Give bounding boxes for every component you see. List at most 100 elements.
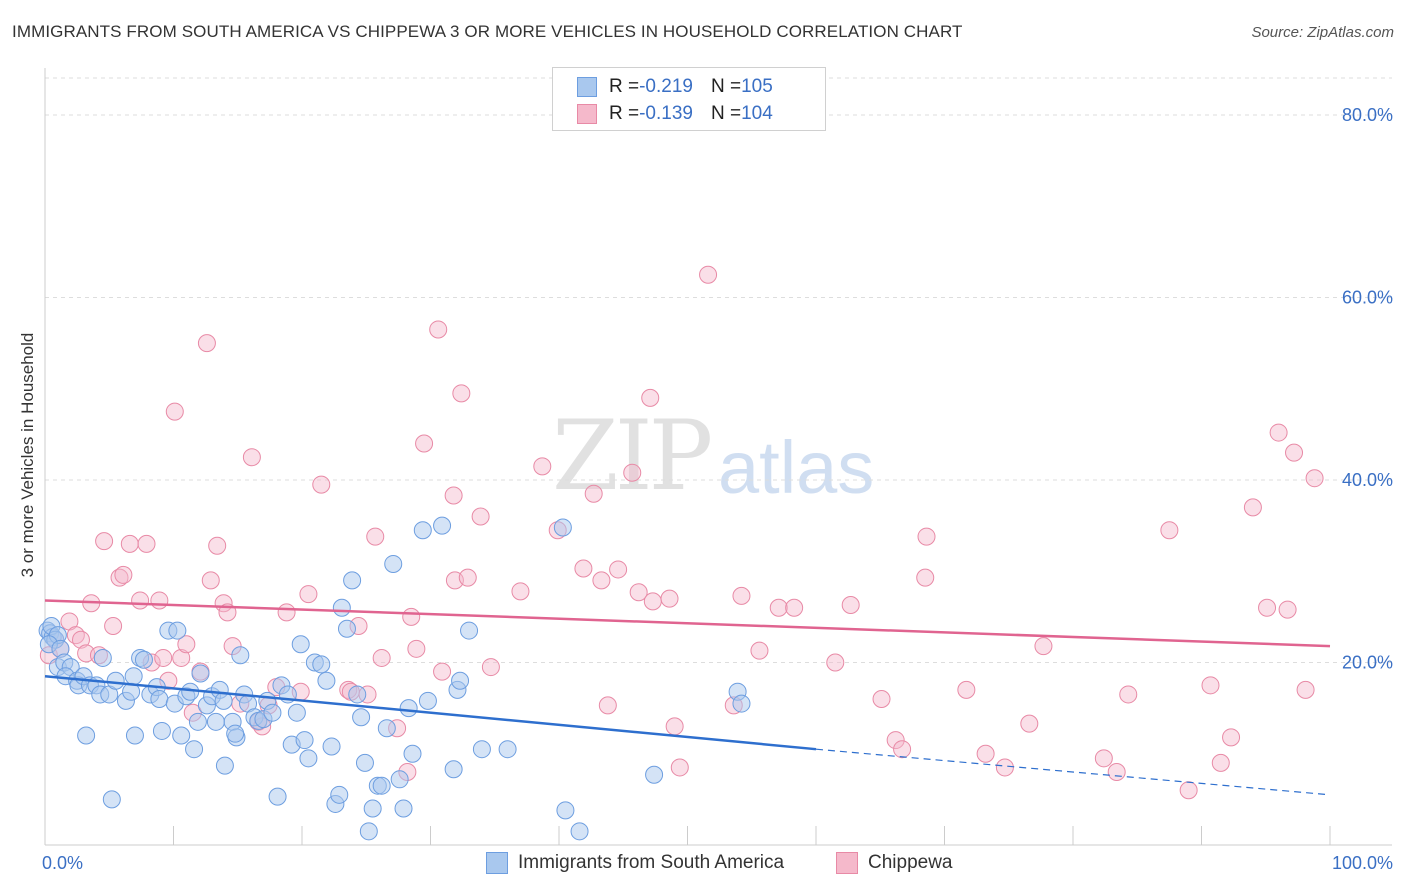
- data-point-chippewa: [1243, 498, 1262, 517]
- data-point-immigrants: [556, 801, 575, 820]
- data-point-immigrants: [332, 598, 351, 617]
- legend-row-immigrants: R = -0.219 N = 105: [577, 76, 773, 98]
- data-point-immigrants: [498, 740, 517, 759]
- data-point-chippewa: [458, 568, 477, 587]
- data-point-immigrants: [124, 667, 143, 686]
- data-point-chippewa: [95, 532, 114, 551]
- legend-r-value: -0.139: [639, 103, 693, 124]
- data-point-immigrants: [355, 753, 374, 772]
- data-point-chippewa: [769, 598, 788, 617]
- data-point-immigrants: [363, 799, 382, 818]
- data-point-chippewa: [629, 583, 648, 602]
- data-point-immigrants: [295, 731, 314, 750]
- data-point-immigrants: [348, 685, 367, 704]
- legend-n-label: N =: [710, 103, 742, 124]
- data-point-chippewa: [660, 589, 679, 608]
- data-point-immigrants: [343, 571, 362, 590]
- y-tick-label: 60.0%: [1342, 288, 1393, 308]
- data-point-immigrants: [732, 694, 751, 713]
- data-point-immigrants: [413, 521, 432, 540]
- data-point-immigrants: [299, 749, 318, 768]
- data-point-chippewa: [623, 463, 642, 482]
- data-point-immigrants: [645, 765, 664, 784]
- watermark-zip: ZIP: [552, 400, 713, 512]
- data-point-immigrants: [377, 719, 396, 738]
- data-point-chippewa: [1201, 676, 1220, 695]
- data-point-immigrants: [403, 744, 422, 763]
- data-point-immigrants: [372, 776, 391, 795]
- data-point-chippewa: [312, 475, 331, 494]
- data-point-immigrants: [472, 740, 491, 759]
- series-immigrants-points: [38, 516, 751, 841]
- legend-swatch-pink: [577, 104, 597, 124]
- data-point-immigrants: [570, 822, 589, 841]
- trend-line-immigrants-extrapolated: [815, 748, 1331, 796]
- data-point-chippewa: [643, 592, 662, 611]
- data-point-immigrants: [206, 712, 225, 731]
- bottom-legend-label: Chippewa: [868, 852, 953, 873]
- data-point-chippewa: [114, 565, 133, 584]
- y-axis-label: 3 or more Vehicles in Household: [18, 332, 37, 578]
- data-point-chippewa: [1160, 521, 1179, 540]
- legend-r-label: R =: [609, 76, 640, 97]
- data-point-immigrants: [150, 690, 169, 709]
- data-point-immigrants: [77, 726, 96, 745]
- gridlines: [45, 77, 1392, 664]
- data-point-immigrants: [352, 708, 371, 727]
- bottom-legend-swatch-blue: [486, 852, 508, 874]
- data-point-chippewa: [916, 568, 935, 587]
- data-point-chippewa: [120, 534, 139, 553]
- data-point-chippewa: [1285, 443, 1304, 462]
- data-point-chippewa: [372, 648, 391, 667]
- data-point-chippewa: [71, 630, 90, 649]
- chart-title: IMMIGRANTS FROM SOUTH AMERICA VS CHIPPEW…: [12, 22, 963, 41]
- x-tick-label: 100.0%: [1332, 853, 1393, 873]
- data-point-immigrants: [226, 724, 245, 743]
- data-point-chippewa: [1020, 714, 1039, 733]
- data-point-chippewa: [917, 527, 936, 546]
- data-point-immigrants: [291, 635, 310, 654]
- data-point-chippewa: [366, 527, 385, 546]
- bottom-legend-immigrants: Immigrants from South America: [486, 852, 784, 874]
- data-point-chippewa: [584, 484, 603, 503]
- data-point-immigrants: [312, 655, 331, 674]
- data-point-immigrants: [390, 770, 409, 789]
- data-point-immigrants: [172, 726, 191, 745]
- data-point-chippewa: [150, 591, 169, 610]
- data-point-chippewa: [1211, 753, 1230, 772]
- data-point-chippewa: [511, 582, 530, 601]
- data-point-immigrants: [152, 721, 171, 740]
- data-point-chippewa: [826, 653, 845, 672]
- data-point-chippewa: [1034, 637, 1053, 656]
- data-point-chippewa: [154, 648, 173, 667]
- data-point-immigrants: [553, 518, 572, 537]
- legend-row-chippewa: R = -0.139 N = 104: [577, 103, 773, 125]
- data-point-chippewa: [750, 641, 769, 660]
- data-point-chippewa: [641, 388, 660, 407]
- data-point-immigrants: [444, 760, 463, 779]
- bottom-legend-chippewa: Chippewa: [836, 852, 953, 874]
- data-point-chippewa: [1094, 749, 1113, 768]
- data-point-chippewa: [598, 696, 617, 715]
- data-point-chippewa: [785, 598, 804, 617]
- data-point-chippewa: [699, 265, 718, 284]
- data-point-chippewa: [201, 571, 220, 590]
- data-point-immigrants: [433, 516, 452, 535]
- data-point-chippewa: [177, 635, 196, 654]
- y-tick-label: 80.0%: [1342, 105, 1393, 125]
- data-point-immigrants: [399, 699, 418, 718]
- data-point-immigrants: [188, 712, 207, 731]
- data-point-immigrants: [330, 785, 349, 804]
- data-point-immigrants: [317, 671, 336, 690]
- data-point-chippewa: [1296, 680, 1315, 699]
- data-point-chippewa: [592, 571, 611, 590]
- data-point-immigrants: [384, 554, 403, 573]
- data-point-immigrants: [125, 726, 144, 745]
- data-point-immigrants: [93, 648, 112, 667]
- data-point-immigrants: [102, 790, 121, 809]
- trend-lines: [44, 599, 1331, 796]
- data-point-chippewa: [1222, 728, 1241, 747]
- data-point-chippewa: [104, 617, 123, 636]
- watermark-atlas: atlas: [718, 426, 875, 509]
- data-point-chippewa: [1258, 598, 1277, 617]
